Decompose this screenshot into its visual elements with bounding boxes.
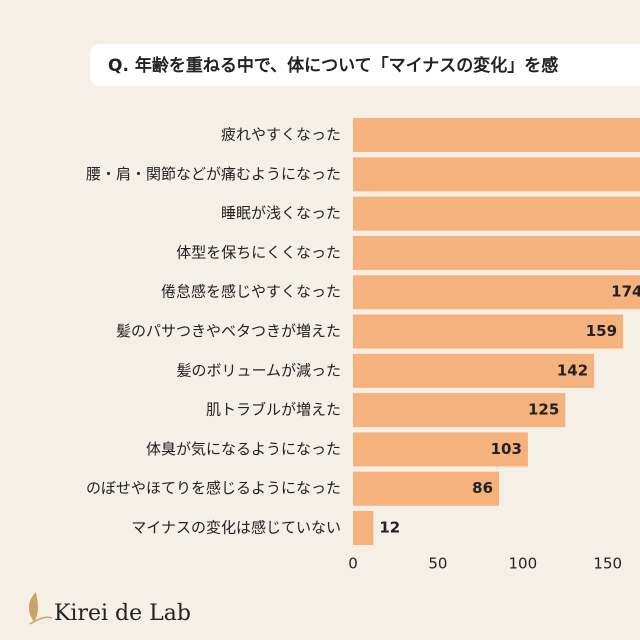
y-tick-label: 睡眠が浅くなった [221, 204, 341, 222]
bar [353, 157, 640, 192]
brand: Kirei de Lab [54, 601, 191, 626]
x-tick-label: 150 [593, 555, 622, 573]
value-label: 142 [557, 361, 588, 379]
bar [353, 393, 566, 428]
value-label: 12 [379, 519, 400, 537]
logo: Kirei de Lab [28, 592, 191, 626]
value-label: 86 [472, 479, 493, 497]
value-label: 125 [528, 401, 559, 419]
logo-stroke [29, 616, 53, 625]
x-tick-label: 100 [509, 555, 538, 573]
y-tick-label: 体臭が気になるようになった [146, 440, 341, 458]
value-label: 174 [611, 283, 640, 301]
bar [353, 353, 595, 388]
y-tick-label: 肌トラブルが増えた [206, 401, 341, 419]
y-tick-label: 倦怠感を感じやすくなった [161, 283, 341, 301]
bar [353, 314, 624, 349]
bar [353, 432, 528, 467]
y-tick-label: 腰・肩・関節などが痛むようになった [86, 165, 341, 183]
y-tick-label: 体型を保ちにくくなった [176, 243, 341, 261]
y-tick-label: 髪のパサつきやベタつきが増えた [116, 322, 341, 340]
y-tick-label: 疲れやすくなった [221, 126, 341, 144]
title-box [90, 44, 640, 86]
chart-title: Q. 年齢を重ねる中で、体について「マイナスの変化」を感 [108, 55, 558, 76]
bar [353, 196, 640, 231]
bar [353, 471, 500, 506]
x-tick-label: 0 [348, 555, 358, 573]
bar [353, 511, 374, 545]
y-tick-label: マイナスの変化は感じていない [131, 519, 341, 537]
value-label: 159 [586, 322, 617, 340]
value-label: 103 [491, 440, 522, 458]
x-tick-label: 50 [428, 555, 447, 573]
bar [353, 275, 640, 310]
bar [353, 118, 640, 152]
bar [353, 235, 640, 270]
y-tick-label: 髪のボリュームが減った [176, 361, 341, 379]
y-tick-label: のぼせやほてりを感じるようになった [86, 479, 341, 497]
logo-leaf [28, 592, 38, 622]
